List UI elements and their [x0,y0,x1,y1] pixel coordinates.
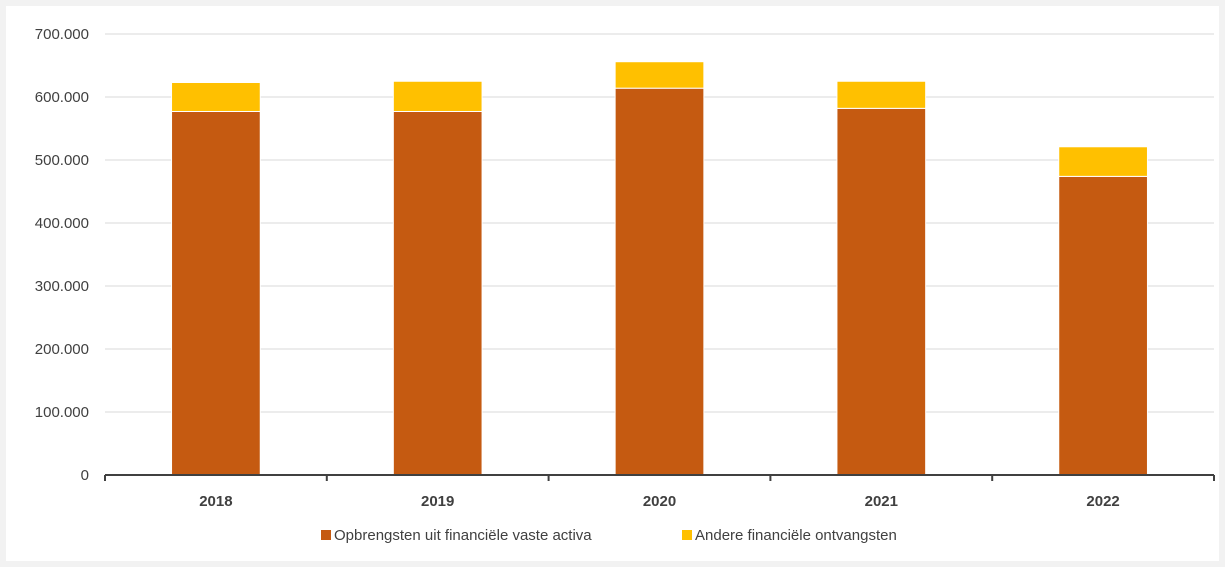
bar-chart: 0 100.000 200.000 300.000 400.000 500.000 600.… [35,26,1215,544]
bar-segment-andere-ontvangsten-2019 [392,80,483,112]
x-tick-label: 2019 [421,493,454,510]
y-tick-label: 100.000 [35,404,89,421]
bar-segment-financiele-vaste-activa-2021 [836,107,927,476]
bar-segment-andere-ontvangsten-2022 [1058,146,1148,177]
y-tick-label: 400.000 [35,215,89,232]
y-tick-label: 200.000 [35,341,89,358]
y-tick-label: 500.000 [35,152,89,169]
y-tick-label: 0 [81,467,89,484]
legend-label: Opbrengsten uit financiële vaste activa [334,527,592,544]
x-axis-ticks: 2018 2019 2020 2021 2022 [199,493,1120,510]
x-tick-label: 2021 [865,493,898,510]
legend-item-financiele-vaste-activa: Opbrengsten uit financiële vaste activa [321,527,592,544]
bar-segment-financiele-vaste-activa-2022 [1058,175,1148,476]
y-tick-label: 300.000 [35,278,89,295]
legend-swatch [682,530,692,540]
legend-label: Andere financiële ontvangsten [695,527,897,544]
legend-swatch [321,530,331,540]
bars [171,61,1148,476]
legend-item-andere-ontvangsten: Andere financiële ontvangsten [682,527,897,544]
bar-segment-andere-ontvangsten-2018 [171,82,261,112]
bar-segment-financiele-vaste-activa-2020 [614,87,705,476]
x-tick-label: 2018 [199,493,232,510]
y-axis-ticks: 0 100.000 200.000 300.000 400.000 500.000 600.… [35,26,89,484]
bar-segment-financiele-vaste-activa-2019 [392,110,483,476]
bar-segment-andere-ontvangsten-2021 [836,80,927,109]
bar-segment-financiele-vaste-activa-2018 [171,110,261,476]
legend: Opbrengsten uit financiële vaste activa A… [321,527,897,544]
chart-frame: 0 100.000 200.000 300.000 400.000 500.000 600.… [6,6,1219,561]
x-tick-label: 2020 [643,493,676,510]
x-tick-label: 2022 [1086,493,1119,510]
bar-segment-andere-ontvangsten-2020 [614,61,705,89]
y-tick-label: 600.000 [35,89,89,106]
y-tick-label: 700.000 [35,26,89,43]
x-axis [104,474,1215,481]
